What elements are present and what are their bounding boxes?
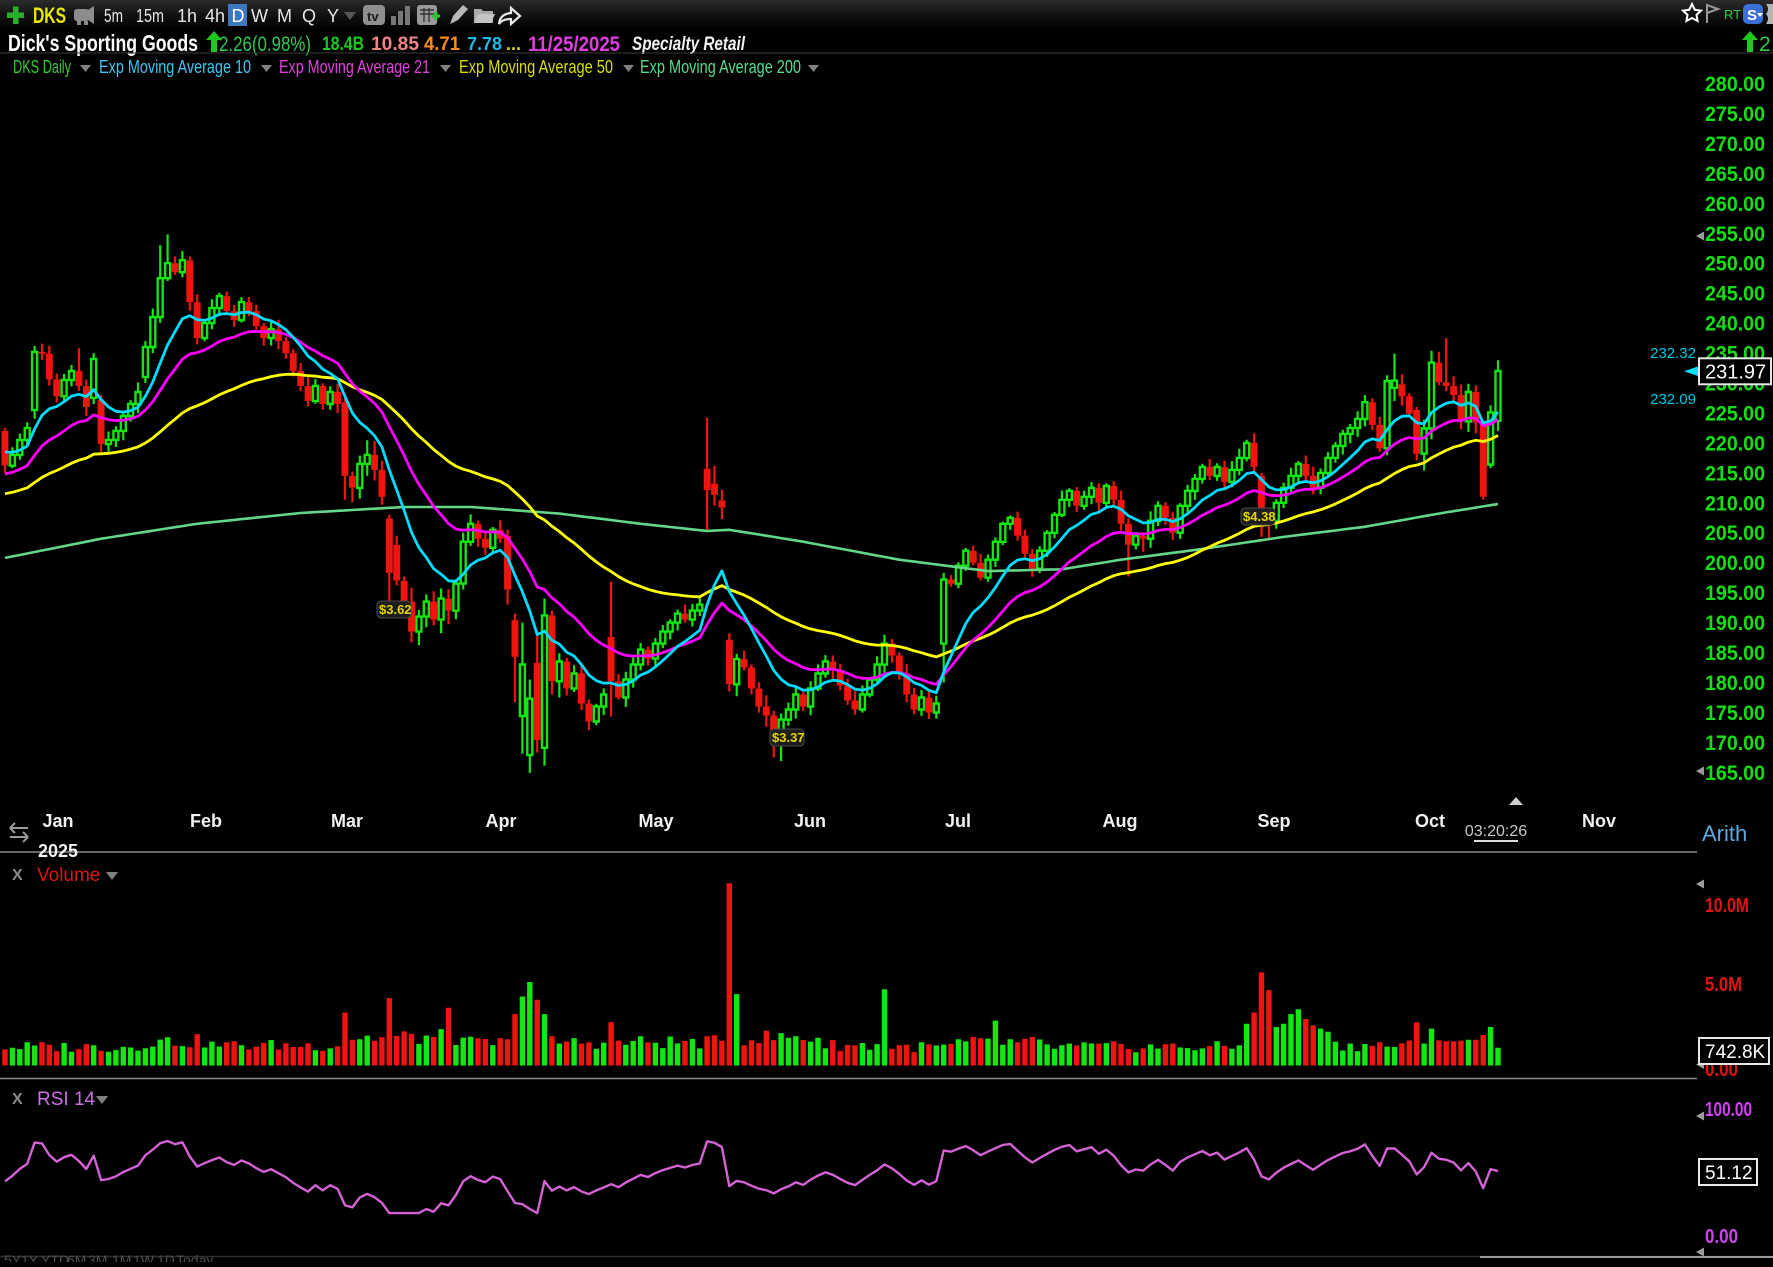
svg-text:10.0M: 10.0M (1705, 895, 1749, 917)
svg-text:$4.38: $4.38 (1243, 509, 1276, 524)
svg-text:170.00: 170.00 (1705, 732, 1765, 755)
svg-text:May: May (638, 811, 673, 831)
svg-text:Exp Moving Average 10: Exp Moving Average 10 (99, 57, 251, 77)
svg-text:Feb: Feb (190, 811, 222, 831)
svg-text:Y: Y (327, 6, 339, 26)
svg-text:265.00: 265.00 (1705, 163, 1765, 186)
svg-text:280.00: 280.00 (1705, 73, 1765, 96)
svg-text:Jun: Jun (794, 811, 826, 831)
svg-text:3M: 3M (88, 1252, 107, 1262)
svg-text:232.09: 232.09 (1650, 391, 1696, 408)
svg-text:4.71: 4.71 (424, 34, 460, 55)
svg-text:225.00: 225.00 (1705, 402, 1765, 425)
svg-text:210.00: 210.00 (1705, 492, 1765, 515)
svg-text:51.12: 51.12 (1705, 1163, 1753, 1184)
svg-text:190.00: 190.00 (1705, 612, 1765, 635)
svg-text:YTD: YTD (41, 1252, 69, 1262)
svg-text:215.00: 215.00 (1705, 462, 1765, 485)
svg-text:240.00: 240.00 (1705, 313, 1765, 336)
svg-text:...: ... (506, 34, 521, 54)
svg-text:X: X (12, 867, 23, 884)
svg-text:Mar: Mar (331, 811, 363, 831)
svg-text:Exp Moving Average 200: Exp Moving Average 200 (640, 57, 801, 77)
svg-text:DKS Daily: DKS Daily (13, 57, 71, 77)
svg-text:Q: Q (302, 6, 316, 26)
svg-text:275.00: 275.00 (1705, 103, 1765, 126)
svg-text:2.26(0.98%): 2.26(0.98%) (219, 33, 311, 56)
svg-text:0.00: 0.00 (1705, 1226, 1738, 1248)
svg-text:Oct: Oct (1415, 811, 1445, 831)
svg-text:255.00: 255.00 (1705, 223, 1765, 246)
svg-text:260.00: 260.00 (1705, 193, 1765, 216)
svg-text:Today: Today (176, 1252, 213, 1262)
svg-text:742.8K: 742.8K (1705, 1042, 1766, 1063)
svg-text:5m: 5m (104, 6, 123, 26)
svg-text:03:20:26: 03:20:26 (1465, 823, 1527, 840)
svg-text:$3.37: $3.37 (772, 730, 805, 745)
svg-text:D: D (232, 6, 245, 26)
svg-text:2.26: 2.26 (1759, 33, 1773, 56)
svg-text:18.4B: 18.4B (322, 34, 364, 55)
svg-text:100.00: 100.00 (1705, 1099, 1752, 1121)
svg-text:RT: RT (1724, 7, 1741, 22)
svg-text:185.00: 185.00 (1705, 642, 1765, 665)
svg-text:165.00: 165.00 (1705, 762, 1765, 785)
svg-text:270.00: 270.00 (1705, 133, 1765, 156)
svg-text:231.97: 231.97 (1705, 361, 1766, 383)
svg-text:Jul: Jul (945, 811, 971, 831)
svg-text:W: W (251, 6, 268, 26)
svg-text:200.00: 200.00 (1705, 552, 1765, 575)
svg-text:180.00: 180.00 (1705, 672, 1765, 695)
svg-text:Exp Moving Average 50: Exp Moving Average 50 (459, 57, 613, 77)
svg-text:205.00: 205.00 (1705, 522, 1765, 545)
svg-text:Specialty Retail: Specialty Retail (632, 34, 746, 55)
svg-text:1h: 1h (177, 6, 197, 26)
svg-text:Jan: Jan (42, 811, 73, 831)
svg-text:DKS: DKS (33, 3, 66, 28)
svg-text:5.0M: 5.0M (1705, 974, 1742, 996)
svg-text:220.00: 220.00 (1705, 432, 1765, 455)
svg-text:175.00: 175.00 (1705, 702, 1765, 725)
svg-text:1Y: 1Y (21, 1252, 39, 1262)
svg-text:4h: 4h (205, 6, 225, 26)
svg-text:S: S (1747, 7, 1757, 24)
svg-text:11/25/2025: 11/25/2025 (528, 33, 620, 56)
svg-text:15m: 15m (136, 6, 164, 26)
svg-text:$3.62: $3.62 (379, 602, 412, 617)
svg-text:Sep: Sep (1257, 811, 1290, 831)
svg-text:Nov: Nov (1582, 811, 1616, 831)
svg-text:1D: 1D (157, 1252, 175, 1262)
svg-text:tv: tv (367, 9, 379, 24)
svg-text:X: X (12, 1091, 23, 1108)
svg-text:232.32: 232.32 (1650, 345, 1696, 362)
svg-text:1M: 1M (112, 1252, 131, 1262)
svg-text:Aug: Aug (1103, 811, 1138, 831)
svg-text:5Y: 5Y (4, 1252, 22, 1262)
svg-text:Arith: Arith (1702, 821, 1747, 846)
svg-text:Dick's Sporting Goods: Dick's Sporting Goods (8, 30, 198, 56)
svg-text:2025: 2025 (38, 841, 78, 861)
svg-text:7.78: 7.78 (467, 34, 502, 54)
svg-text:1W: 1W (133, 1252, 155, 1262)
svg-text:10.85: 10.85 (371, 34, 419, 55)
svg-text:M: M (277, 6, 292, 26)
svg-text:250.00: 250.00 (1705, 253, 1765, 276)
svg-text:Volume: Volume (37, 865, 100, 886)
svg-text:245.00: 245.00 (1705, 283, 1765, 306)
svg-text:Apr: Apr (486, 811, 517, 831)
svg-text:6M: 6M (67, 1252, 86, 1262)
svg-text:RSI 14: RSI 14 (37, 1089, 96, 1110)
svg-text:Exp Moving Average 21: Exp Moving Average 21 (279, 57, 430, 77)
svg-text:195.00: 195.00 (1705, 582, 1765, 605)
